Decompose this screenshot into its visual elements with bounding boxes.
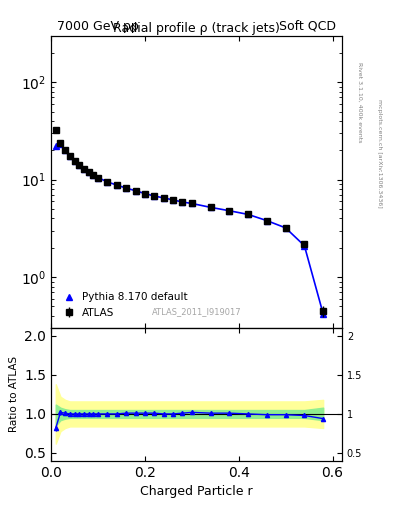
Pythia 8.170 default (72, 158, 77, 164)
Legend: Pythia 8.170 default, ATLAS: Pythia 8.170 default, ATLAS (56, 287, 193, 323)
Text: ATLAS_2011_I919017: ATLAS_2011_I919017 (152, 307, 241, 316)
Pythia 8.170 default (95, 175, 100, 181)
Pythia 8.170 default (114, 182, 119, 188)
X-axis label: Charged Particle r: Charged Particle r (140, 485, 253, 498)
Pythia 8.170 default (189, 200, 194, 206)
Text: Soft QCD: Soft QCD (279, 20, 336, 33)
Pythia 8.170 default (77, 162, 82, 168)
Pythia 8.170 default (283, 225, 288, 231)
Pythia 8.170 default (63, 147, 68, 154)
Pythia 8.170 default (82, 166, 86, 173)
Pythia 8.170 default (171, 197, 175, 203)
Pythia 8.170 default (180, 199, 185, 205)
Text: Rivet 3.1.10, 400k events: Rivet 3.1.10, 400k events (358, 62, 363, 143)
Text: 7000 GeV pp: 7000 GeV pp (57, 20, 139, 33)
Pythia 8.170 default (105, 179, 110, 185)
Pythia 8.170 default (321, 311, 325, 317)
Pythia 8.170 default (161, 195, 166, 201)
Pythia 8.170 default (86, 169, 91, 175)
Title: Radial profile ρ (track jets): Radial profile ρ (track jets) (113, 22, 280, 35)
Y-axis label: Ratio to ATLAS: Ratio to ATLAS (9, 356, 19, 433)
Pythia 8.170 default (68, 153, 72, 159)
Pythia 8.170 default (91, 172, 95, 178)
Text: mcplots.cern.ch [arXiv:1306.3436]: mcplots.cern.ch [arXiv:1306.3436] (377, 99, 382, 208)
Pythia 8.170 default (58, 141, 63, 147)
Pythia 8.170 default (133, 188, 138, 194)
Pythia 8.170 default (152, 193, 157, 199)
Pythia 8.170 default (143, 190, 147, 197)
Pythia 8.170 default (264, 218, 269, 224)
Pythia 8.170 default (227, 208, 232, 214)
Pythia 8.170 default (124, 185, 129, 191)
Pythia 8.170 default (53, 143, 58, 150)
Line: Pythia 8.170 default: Pythia 8.170 default (53, 142, 326, 316)
Pythia 8.170 default (246, 211, 250, 218)
Pythia 8.170 default (208, 204, 213, 210)
Pythia 8.170 default (302, 243, 307, 249)
